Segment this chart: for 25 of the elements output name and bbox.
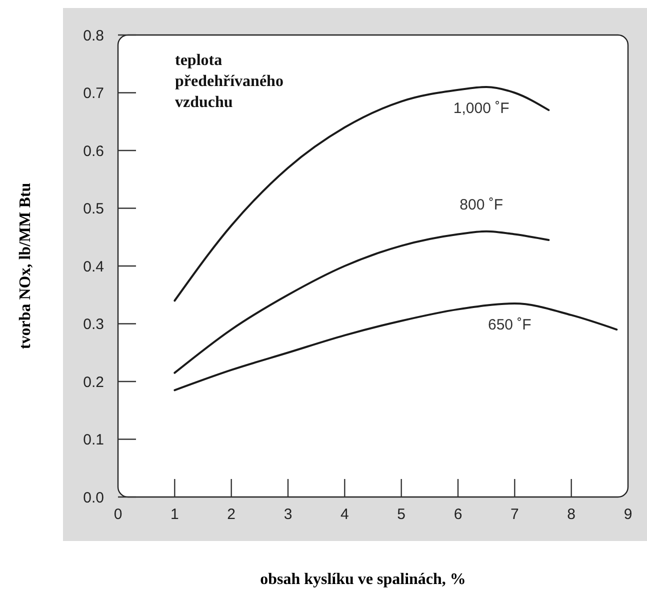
- x-tick-label: 6: [454, 506, 462, 523]
- y-tick-label: 0.1: [83, 432, 104, 448]
- x-tick-label: 9: [624, 506, 632, 523]
- y-tick-label: 0.5: [83, 200, 104, 218]
- y-tick-label: 0.3: [83, 316, 104, 333]
- y-tick-label: 0.0: [83, 489, 104, 506]
- series-label: 650 ˚F: [488, 316, 532, 334]
- x-axis-title: obsah kyslíku ve spalinách, %: [260, 571, 466, 588]
- x-tick-label: 2: [227, 506, 236, 523]
- x-tick-label: 1: [170, 506, 179, 523]
- x-tick-label: 7: [510, 506, 519, 523]
- series-label: 1,000 ˚F: [453, 100, 510, 117]
- x-tick-label: 5: [397, 506, 406, 523]
- series-label: 800 ˚F: [460, 196, 504, 214]
- y-tick-label: 0.2: [83, 374, 104, 391]
- x-tick-label: 0: [114, 506, 122, 523]
- y-tick-label: 0.8: [83, 27, 104, 44]
- x-tick-label: 3: [284, 506, 292, 523]
- y-tick-label: 0.6: [83, 142, 104, 160]
- y-tick-label: 0.4: [83, 258, 104, 276]
- y-tick-label: 0.7: [83, 85, 104, 102]
- x-tick-label: 8: [567, 506, 576, 523]
- legend-title: teplota předehřívaného vzduchu: [175, 52, 284, 111]
- y-axis-title: tvorba NOx, lb/MM Btu: [17, 182, 34, 350]
- x-tick-label: 4: [340, 506, 349, 523]
